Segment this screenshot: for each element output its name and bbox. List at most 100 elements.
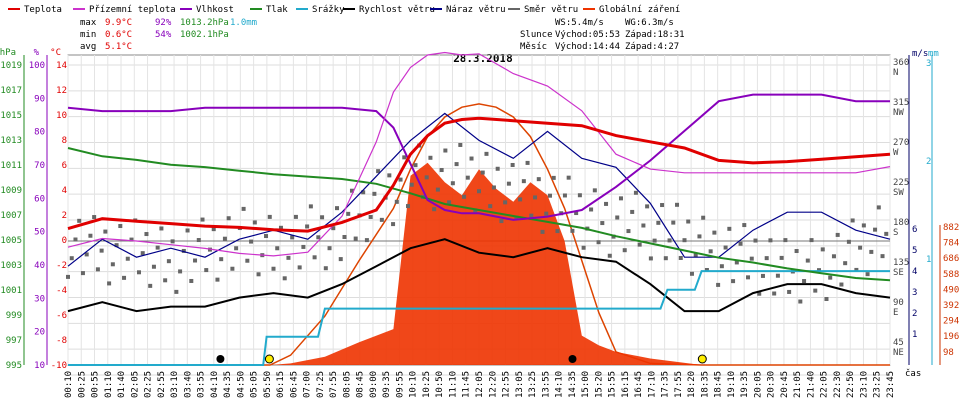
wind-dir-point-118 (506, 181, 511, 186)
wind-dir-point-192 (783, 238, 788, 243)
wind-dir-point-10 (103, 229, 108, 234)
wind-dir-point-96 (424, 175, 429, 180)
wind-dir-point-71 (331, 226, 336, 231)
wind-dir-point-70 (327, 246, 332, 251)
x-tick-48: 18:35 (700, 371, 710, 398)
wind-dir-point-171 (704, 267, 709, 272)
axis-mm-label: mm (928, 49, 939, 59)
wind-dir-point-172 (708, 249, 713, 254)
wind-dir-point-5 (84, 252, 89, 257)
stats-min-label: min (80, 30, 96, 40)
wind-dir-point-16 (125, 256, 130, 261)
wind-dir-point-178 (731, 279, 736, 284)
wind-dir-point-180 (738, 241, 743, 246)
wind-dir-point-210 (850, 218, 855, 223)
wind-dir-point-57 (278, 225, 283, 230)
wind-dir-point-147 (615, 215, 620, 220)
stats-min-pres: 1002.1hPa (180, 30, 229, 40)
wind-dir-point-17 (129, 237, 134, 242)
wind-dir-point-173 (712, 230, 717, 235)
wind-dir-point-43 (226, 216, 231, 221)
x-tick-2: 00:55 (91, 371, 101, 398)
x-tick-38: 14:35 (568, 371, 578, 398)
wind-dir-point-34 (193, 258, 198, 263)
axis-dir-tick-5: W (893, 148, 899, 158)
axis-ms-tick-0: 6 (912, 225, 917, 235)
axis-dir-tick-7: SW (893, 188, 904, 198)
wind-dir-point-65 (308, 204, 313, 209)
x-tick-0: 00:10 (64, 371, 74, 398)
wind-dir-point-7 (92, 215, 97, 220)
wind-dir-point-50 (252, 220, 257, 225)
axis-ms-label: m/s (912, 49, 928, 59)
wind-dir-point-68 (320, 215, 325, 220)
wind-dir-point-142 (596, 240, 601, 245)
wind-dir-point-88 (394, 199, 399, 204)
wind-dir-point-13 (114, 243, 119, 248)
wind-dir-point-174 (716, 282, 721, 287)
wind-dir-point-110 (477, 189, 481, 194)
legend-label-0: Teplota (24, 5, 62, 15)
axis-dir-tick-13: E (893, 308, 898, 318)
wind-dir-point-62 (297, 265, 302, 270)
x-tick-45: 17:35 (661, 371, 671, 398)
x-tick-39: 15:00 (581, 371, 591, 398)
wind-dir-point-89 (398, 177, 403, 182)
axis-dir-tick-9: S (893, 228, 898, 238)
wind-dir-point-144 (604, 201, 609, 206)
axis-hpa-tick-8: 1003 (0, 261, 22, 271)
x-tick-21: 08:05 (342, 371, 352, 398)
axis-ms-tick-5: 1 (912, 330, 917, 340)
wind-dir-point-181 (742, 223, 747, 228)
wind-dir-point-37 (204, 268, 209, 273)
wind-dir-point-156 (648, 256, 653, 261)
axis-dir-tick-1: N (893, 68, 898, 78)
x-tick-28: 10:50 (435, 371, 445, 398)
wind-dir-point-145 (607, 253, 612, 258)
wind-dir-point-55 (271, 266, 276, 271)
axis-dir-tick-15: NE (893, 348, 904, 358)
stats-avg-label: avg (80, 42, 96, 52)
axis-dir-tick-4: 270 (893, 138, 909, 148)
wind-dir-point-133 (562, 193, 567, 198)
wind-dir-point-54 (267, 214, 272, 219)
wind-dir-point-214 (865, 272, 870, 277)
axis-ms-tick-3: 3 (912, 288, 917, 298)
axis-pct-tick-9: 10 (34, 361, 45, 371)
wind-dir-point-25 (159, 226, 164, 231)
axis-temp-tick-2: 10 (56, 111, 67, 121)
axes: 1019101710151013101110091007100510031001… (0, 48, 959, 371)
wind-dir-point-103 (450, 181, 455, 186)
wind-dir-point-49 (249, 239, 254, 244)
axis-temp-tick-5: 4 (62, 186, 67, 196)
wind-dir-point-112 (484, 151, 489, 156)
wind-dir-point-31 (181, 248, 186, 253)
wind-dir-point-100 (439, 168, 444, 173)
wind-dir-point-212 (858, 245, 863, 250)
wind-dir-point-186 (760, 273, 765, 278)
axis-dir-tick-14: 45 (893, 338, 904, 348)
wind-dir-point-116 (499, 219, 504, 224)
x-tick-55: 21:05 (793, 371, 803, 398)
wind-dir-point-209 (846, 239, 851, 244)
wind-dir-point-200 (813, 288, 818, 293)
wind-dir-point-218 (880, 254, 885, 259)
radiation-area (68, 162, 890, 365)
wind-dir-point-177 (727, 226, 732, 231)
axis-temp-tick-12: -10 (51, 361, 67, 371)
sun-set: Západ:18:31 (625, 30, 685, 40)
wind-dir-point-76 (349, 188, 354, 193)
stats-max-temp: 9.9°C (105, 18, 132, 28)
x-tick-12: 04:35 (223, 371, 233, 398)
wind-dir-point-35 (196, 238, 201, 243)
stats-max-rain: 1.0mm (230, 18, 257, 28)
axis-dir-tick-12: 90 (893, 298, 904, 308)
x-tick-52: 20:05 (753, 371, 763, 398)
wind-dir-point-93 (413, 163, 418, 168)
wind-dir-point-191 (779, 255, 784, 260)
axis-pct-tick-7: 30 (34, 294, 45, 304)
x-tick-54: 20:45 (780, 371, 790, 398)
axis-temp-tick-10: -6 (56, 311, 67, 321)
x-tick-35: 13:25 (528, 371, 538, 398)
